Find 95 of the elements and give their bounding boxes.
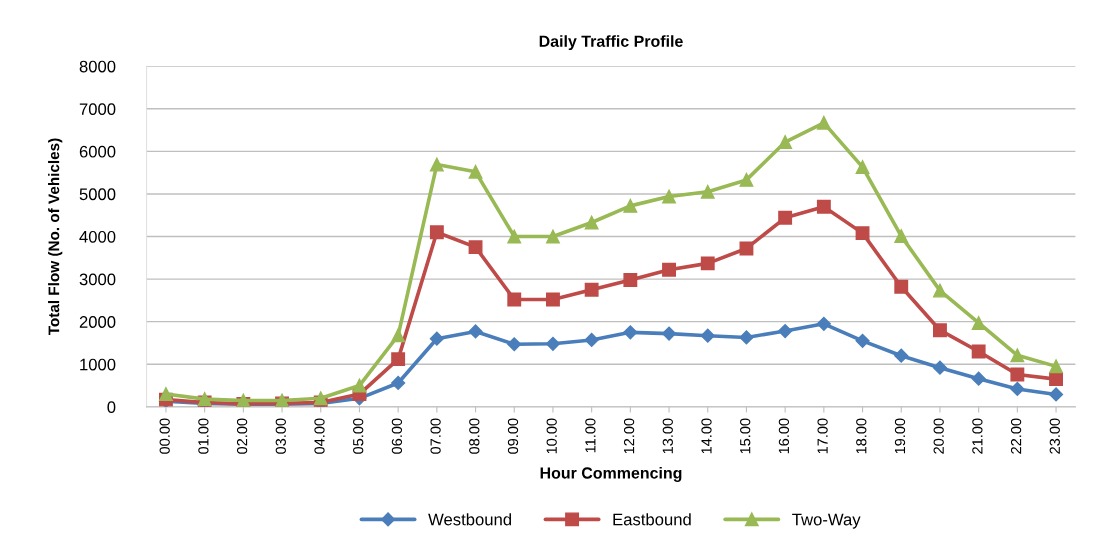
- point: [391, 328, 406, 343]
- point: [429, 157, 444, 172]
- point: [816, 316, 831, 331]
- x-tick-label: 20.00: [933, 418, 944, 454]
- point: [894, 348, 909, 363]
- point: [933, 283, 947, 298]
- x-tick-label: 07.00: [430, 418, 441, 454]
- point: [391, 352, 406, 367]
- y-tick-label: 3000: [79, 273, 116, 286]
- point: [700, 184, 715, 199]
- x-tick-label: 19.00: [894, 418, 906, 454]
- x-tick-label: 21.00: [972, 418, 983, 454]
- point: [700, 328, 715, 343]
- x-tick-label: 18.00: [856, 418, 867, 454]
- point: [623, 198, 638, 213]
- point: [623, 273, 638, 287]
- point: [816, 199, 831, 214]
- point: [1010, 348, 1025, 363]
- point: [623, 325, 638, 340]
- point: [584, 282, 599, 297]
- legend-label: Eastbound: [613, 513, 691, 526]
- point: [661, 326, 677, 341]
- x-tick-label: 00.00: [159, 418, 170, 454]
- x-tick-label: 11.00: [585, 418, 596, 453]
- y-tick-label: 7000: [79, 103, 116, 116]
- point: [739, 330, 754, 345]
- x-tick-label: 06.00: [391, 418, 403, 454]
- legend-label: Westbound: [428, 513, 512, 526]
- x-tick-label: 08.00: [469, 418, 480, 454]
- point: [855, 333, 870, 348]
- point: [778, 323, 793, 339]
- point: [778, 135, 793, 149]
- point: [1049, 372, 1063, 387]
- point: [546, 229, 560, 244]
- legend-label: Two-Way: [792, 513, 861, 529]
- point: [545, 336, 561, 351]
- point: [313, 391, 328, 406]
- point: [468, 324, 483, 339]
- point: [894, 229, 909, 244]
- point: [739, 172, 754, 187]
- y-tick-label: 8000: [79, 60, 116, 73]
- x-tick-label: 09.00: [507, 418, 519, 454]
- point: [429, 225, 444, 240]
- point: [855, 226, 870, 241]
- point: [662, 189, 676, 204]
- point: [159, 387, 173, 401]
- y-tick-label: 1000: [80, 358, 116, 371]
- x-tick-label: 01.00: [198, 418, 209, 454]
- x-tick-label: 03.00: [275, 418, 286, 454]
- point: [933, 323, 947, 338]
- x-tick-label: 04.00: [314, 418, 325, 454]
- x-tick-label: 05.00: [353, 418, 364, 454]
- point: [584, 215, 599, 230]
- point: [391, 375, 406, 391]
- point: [507, 229, 522, 244]
- point: [468, 164, 483, 179]
- y-tick-label: 0: [107, 401, 116, 414]
- point: [546, 292, 560, 307]
- point: [468, 240, 483, 255]
- x-tick-label: 17.00: [817, 418, 828, 454]
- point: [1048, 387, 1064, 402]
- y-tick-label: 4000: [79, 230, 116, 243]
- point: [352, 378, 367, 393]
- x-tick-label: 10.00: [546, 418, 557, 454]
- point: [584, 332, 599, 348]
- x-tick-label: 15.00: [740, 418, 751, 454]
- x-tick-label: 14.00: [701, 418, 712, 454]
- x-tick-label: 23.00: [1049, 418, 1060, 454]
- y-tick-label: 5000: [79, 188, 116, 201]
- chart-title: Daily Traffic Profile: [539, 35, 683, 51]
- point: [1010, 381, 1025, 397]
- point: [507, 337, 522, 352]
- point: [662, 262, 676, 277]
- x-axis-title: Hour Commencing: [540, 466, 682, 482]
- y-axis-title: Total Flow (No. of Vehicles): [48, 138, 63, 336]
- point: [1010, 367, 1025, 382]
- point: [894, 279, 909, 294]
- point: [971, 316, 986, 330]
- point: [507, 292, 522, 307]
- y-tick-label: 6000: [79, 145, 116, 158]
- x-tick-label: 12.00: [623, 418, 635, 454]
- point: [932, 360, 948, 375]
- point: [778, 210, 793, 225]
- y-tick-label: 2000: [79, 316, 116, 328]
- x-tick-label: 02.00: [236, 418, 248, 454]
- point: [700, 256, 715, 271]
- point: [855, 160, 870, 175]
- point: [971, 344, 986, 359]
- point: [1049, 359, 1063, 374]
- point: [971, 371, 986, 386]
- point: [816, 115, 831, 130]
- x-tick-label: 22.00: [1010, 418, 1022, 454]
- x-tick-label: 13.00: [662, 418, 673, 454]
- x-tick-label: 16.00: [778, 418, 790, 454]
- point: [429, 331, 444, 346]
